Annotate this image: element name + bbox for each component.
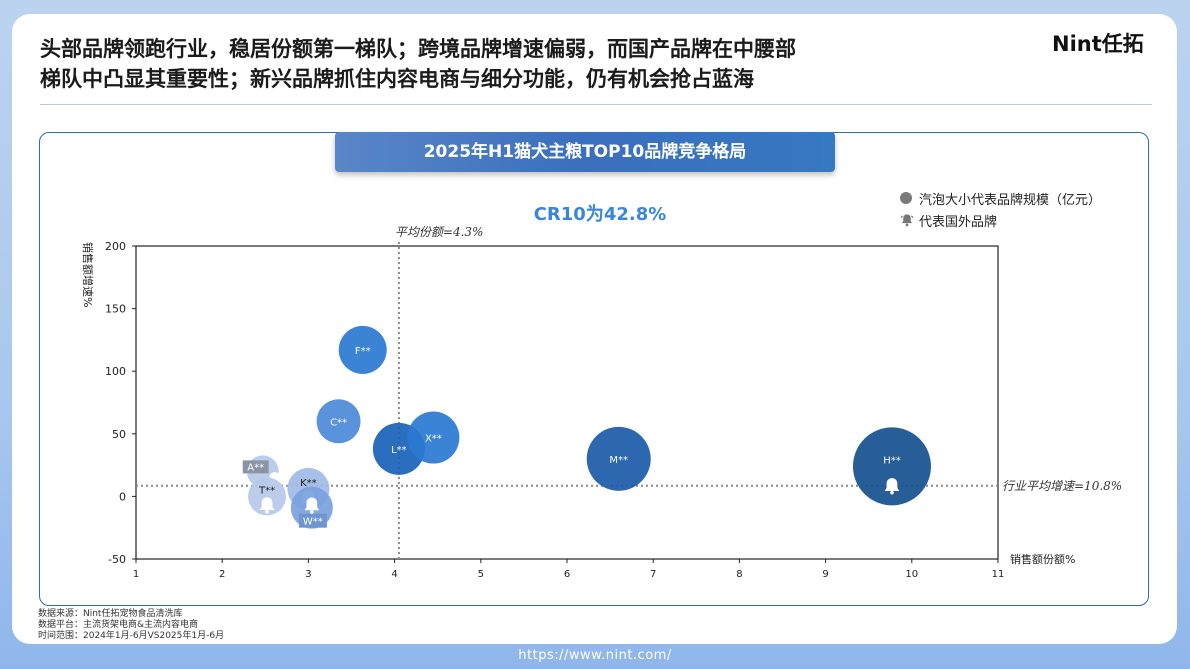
footer-period: 时间范围：2024年1月-6月VS2025年1月-6月 <box>38 631 225 641</box>
y-tick-label: 150 <box>105 303 126 316</box>
bell-clapper <box>310 510 314 514</box>
chart-title: 2025年H1猫犬主粮TOP10品牌竞争格局 <box>335 132 835 172</box>
y-tick-label: 200 <box>105 240 126 253</box>
bubble-c <box>316 399 361 444</box>
bubble-label: H** <box>883 455 901 466</box>
bubble-x <box>407 411 460 464</box>
bell-icon <box>900 214 914 227</box>
bubble-label: C** <box>330 417 347 428</box>
footer-notes: 数据来源：Nint任拓宠物食品清洗库 数据平台：主流货架电商&主流内容电商 时间… <box>38 609 224 642</box>
bell-clapper <box>890 490 894 495</box>
x-tick-label: 1 <box>133 569 139 580</box>
nint-logo: Nint任拓 <box>1052 28 1144 56</box>
headline-line-1: 头部品牌领跑行业，稳居份额第一梯队；跨境品牌增速偏弱，而国产品牌在中腰部 <box>40 37 796 61</box>
bubble-label: M** <box>609 455 628 466</box>
bell-icon <box>884 478 900 495</box>
logo-cn: 任拓 <box>1101 32 1144 56</box>
bell-body <box>884 478 900 491</box>
bubble-f <box>338 325 387 374</box>
bubble-label: L** <box>391 445 407 456</box>
bell-body <box>259 497 275 510</box>
footer-source: 数据来源：Nint任拓宠物食品清洗库 <box>38 609 183 619</box>
x-tick-label: 6 <box>564 569 570 580</box>
label-bg-w <box>298 513 327 528</box>
headline: 头部品牌领跑行业，稳居份额第一梯队；跨境品牌增速偏弱，而国产品牌在中腰部 梯队中… <box>40 34 1000 94</box>
x-axis-label: 销售额份额% <box>1010 552 1075 566</box>
header-divider <box>40 104 1152 105</box>
legend-foreign-label: 代表国外品牌 <box>919 214 998 230</box>
legend-bubble-size-label: 汽泡大小代表品牌规模（亿元） <box>919 192 1102 208</box>
x-tick-label: 5 <box>478 569 484 580</box>
bubble-label: F** <box>355 346 371 357</box>
x-tick-label: 9 <box>822 569 828 580</box>
bell-body <box>304 497 320 511</box>
bubble-label: X** <box>425 434 442 445</box>
x-tick-label: 7 <box>650 569 656 580</box>
x-tick-label: 2 <box>219 569 225 580</box>
bubble-label: T** <box>258 485 275 496</box>
x-tick-label: 10 <box>905 569 918 580</box>
avg-growth-label: 行业平均增速=10.8% <box>1002 479 1122 493</box>
y-tick-label: -50 <box>108 553 126 566</box>
avg-share-label: 平均份额=4.3% <box>395 225 484 239</box>
y-tick-label: 50 <box>112 428 126 441</box>
bell-icon <box>304 497 320 514</box>
chart-panel <box>39 132 1149 606</box>
chart-legend: 汽泡大小代表品牌规模（亿元） 代表国外品牌 <box>900 187 1101 231</box>
bubble-t <box>248 477 287 516</box>
y-axis-label: 销售额增速% <box>81 242 95 307</box>
circle-icon <box>900 192 912 204</box>
cr10-label: CR10为42.8% <box>533 204 667 225</box>
bubble-m <box>586 426 651 491</box>
footer-platform: 数据平台：主流货架电商&主流内容电商 <box>38 620 199 630</box>
x-tick-label: 4 <box>391 569 397 580</box>
bubble-label: A** <box>247 462 264 473</box>
bubble-label: K** <box>300 478 317 489</box>
headline-line-2: 梯队中凸显其重要性；新兴品牌抓住内容电商与细分功能，仍有机会抢占蓝海 <box>40 67 754 91</box>
logo-latin: Nint <box>1052 32 1102 56</box>
x-tick-label: 11 <box>992 569 1005 580</box>
legend-bubble-size: 汽泡大小代表品牌规模（亿元） <box>900 187 1101 209</box>
bell-icon <box>259 497 275 514</box>
website-url[interactable]: https://www.nint.com/ <box>518 648 672 663</box>
legend-foreign: 代表国外品牌 <box>900 209 1101 231</box>
bell-clapper <box>265 509 269 514</box>
x-tick-label: 3 <box>305 569 311 580</box>
bubble-h <box>852 427 931 506</box>
x-tick-label: 8 <box>736 569 742 580</box>
y-tick-label: 0 <box>119 490 126 503</box>
label-bg-a <box>242 460 269 474</box>
y-tick-label: 100 <box>105 365 126 378</box>
bubble-label: W** <box>303 517 323 528</box>
